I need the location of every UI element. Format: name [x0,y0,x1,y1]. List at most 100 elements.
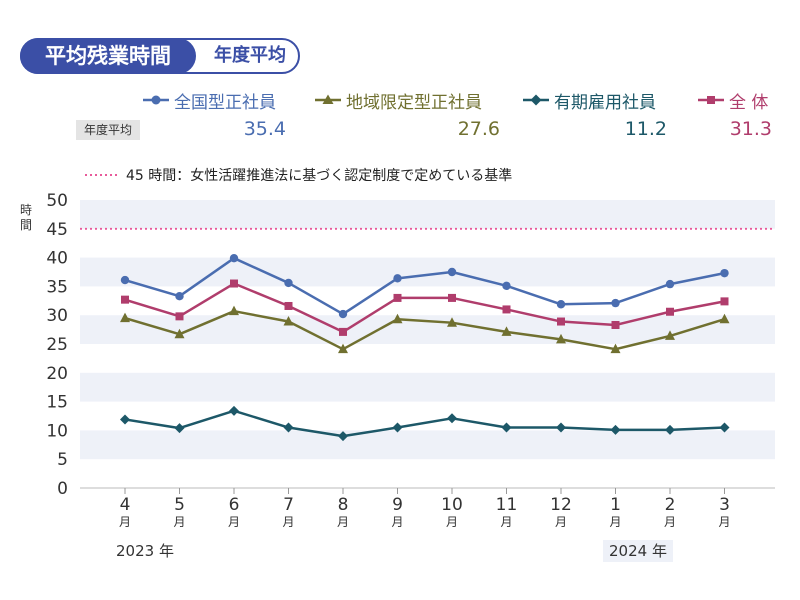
data-point [502,305,511,314]
data-point [665,330,675,340]
x-tick-label: 10 [441,495,463,515]
data-point [720,297,729,306]
data-point [611,320,620,329]
data-point [283,316,294,326]
x-tick-unit: 月 [173,515,185,529]
series-line-circle [124,256,725,316]
data-point [339,327,347,336]
series-line-square [124,282,725,334]
x-tick-unit: 月 [609,515,621,529]
y-tick-label: 15 [46,393,68,413]
y-tick-label: 20 [46,364,68,384]
data-point [229,305,239,316]
data-point [174,423,185,434]
data-point [666,307,674,316]
y-tick-label: 10 [46,421,68,441]
data-point [392,422,403,433]
data-point [338,431,348,442]
data-point [665,279,675,289]
y-tick-label: 0 [57,479,68,499]
data-point [501,326,512,336]
data-point [556,300,566,309]
data-point [719,422,730,433]
legend-item-regional: 地域限定型正社員 [314,89,482,113]
y-tick-label: 35 [46,277,68,297]
legend-label: 地域限定型正社員 [346,92,482,113]
data-point [665,424,675,435]
grid-band [80,200,775,229]
year-label-2024: 2024 年 [603,540,673,562]
data-point [284,278,293,288]
grid-band [80,430,775,460]
legend-item-total: 全 体 [697,89,769,113]
legend-label: 有期雇用社員 [554,92,656,113]
data-point [557,317,565,326]
y-tick-label: 30 [46,306,68,326]
x-tick-label: 12 [550,495,572,515]
x-tick-unit: 月 [119,515,131,529]
y-axis-label: 時間 [20,203,33,232]
data-point [720,268,729,278]
data-point [120,312,130,323]
data-point [719,313,730,324]
data-point [393,293,402,302]
y-tick-label: 40 [46,249,68,269]
data-point [447,317,457,327]
x-tick-label: 1 [610,495,621,515]
data-point [229,253,239,263]
x-tick-unit: 月 [391,515,403,529]
data-point [610,424,621,435]
data-point [556,422,566,433]
data-point [393,274,402,283]
triangle-marker-icon [315,94,341,104]
data-point [174,328,185,339]
x-tick-unit: 月 [446,515,458,529]
circle-marker-icon [143,95,169,105]
x-tick-unit: 月 [664,515,676,529]
average-value-total: 31.3 [729,118,772,140]
x-tick-label: 9 [392,495,403,515]
x-tick-label: 2 [665,495,676,515]
series-line-diamond [124,409,725,438]
data-point [501,422,512,433]
data-point [338,343,348,354]
x-tick-label: 4 [120,495,131,515]
y-tick-label: 5 [57,450,68,470]
x-tick-label: 5 [174,495,185,515]
year-label-2023: 2023 年 [116,542,174,560]
x-tick-label: 8 [338,495,349,515]
data-point [447,267,457,277]
data-point [448,293,456,302]
data-point [120,414,130,425]
x-tick-unit: 月 [555,515,567,529]
legend-item-fixed-term: 有期雇用社員 [522,89,656,113]
data-point [556,333,566,344]
page-subtitle: 年度平均 [214,45,286,66]
reference-legend: 45 時間：女性活躍推進法に基づく認定制度で定めている基準 [84,165,512,185]
data-point [284,301,293,310]
data-point [610,343,621,354]
data-point [175,291,184,301]
data-point [230,279,238,288]
data-point [120,275,130,285]
x-tick-unit: 月 [337,515,349,529]
legend-label: 全 体 [729,92,769,113]
y-tick-label: 25 [46,335,68,355]
x-tick-label: 7 [283,495,294,515]
legend-label: 全国型正社員 [174,92,276,113]
data-point [338,309,348,319]
x-tick-unit: 月 [718,515,730,529]
average-value-fixed-term: 11.2 [624,118,667,140]
y-tick-label: 45 [46,220,68,240]
diamond-marker-icon [523,94,549,106]
x-tick-unit: 月 [282,515,294,529]
data-point [229,405,239,416]
data-point [502,281,511,291]
y-tick-label: 50 [46,191,68,211]
x-tick-label: 11 [496,495,518,515]
x-tick-unit: 月 [500,515,512,529]
data-point [175,312,184,321]
data-point [611,298,620,308]
data-point [392,313,403,324]
